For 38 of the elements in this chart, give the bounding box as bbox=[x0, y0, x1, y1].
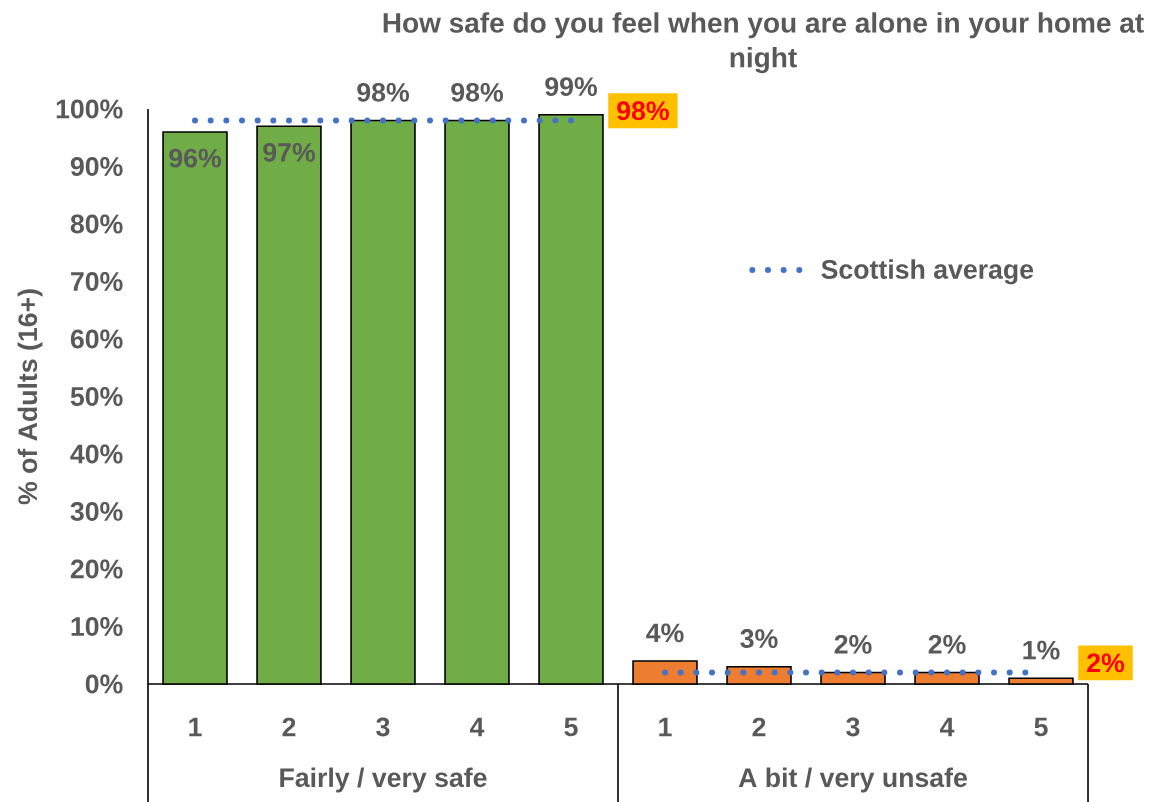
data-label: 98% bbox=[617, 101, 669, 121]
y-tick-label: 100% bbox=[56, 99, 123, 119]
data-label: 1% bbox=[1023, 640, 1060, 660]
y-tick-label: 0% bbox=[85, 674, 123, 694]
data-label: 98% bbox=[451, 82, 503, 102]
x-tick-label: 3 bbox=[376, 717, 390, 737]
y-tick-label: 10% bbox=[71, 617, 123, 636]
data-label: 96% bbox=[169, 148, 221, 168]
y-tick-label: 70% bbox=[71, 272, 123, 291]
data-label: 2% bbox=[834, 634, 872, 654]
data-label: 3% bbox=[740, 629, 778, 649]
data-label: 4% bbox=[646, 623, 684, 643]
x-tick-label: 1 bbox=[659, 717, 672, 737]
y-tick-label: 90% bbox=[70, 157, 123, 176]
y-tick-label: 40% bbox=[70, 444, 123, 464]
y-axis-title: % of Adults (16+) bbox=[17, 289, 43, 505]
data-label: 97% bbox=[263, 142, 315, 162]
text: A bit / very unsafe bbox=[738, 767, 967, 793]
chart-title: How safe do you feel when you are alone in your home at night bbox=[383, 12, 1144, 74]
x-tick-label: 5 bbox=[564, 717, 578, 737]
x-tick-label: 5 bbox=[1034, 717, 1048, 737]
data-label: 2% bbox=[928, 634, 966, 654]
x-tick-label: 3 bbox=[846, 717, 860, 737]
y-tick-label: 60% bbox=[70, 329, 123, 349]
x-tick-label: 1 bbox=[189, 717, 202, 737]
data-label: 2% bbox=[1087, 653, 1125, 673]
y-tick-label: 30% bbox=[70, 502, 123, 521]
text: Fairly / very safe bbox=[280, 767, 487, 793]
y-tick-label: 80% bbox=[70, 214, 123, 234]
x-tick-label: 4 bbox=[469, 717, 485, 737]
legend-label: Scottish average bbox=[821, 259, 1034, 285]
x-tick-label: 2 bbox=[282, 717, 296, 737]
data-label: 99% bbox=[545, 77, 597, 97]
y-tick-label: 50% bbox=[70, 387, 123, 406]
x-tick-label: 2 bbox=[752, 717, 766, 737]
data-label: 98% bbox=[357, 82, 409, 102]
y-tick-label: 20% bbox=[70, 559, 123, 579]
x-tick-label: 4 bbox=[939, 717, 955, 737]
